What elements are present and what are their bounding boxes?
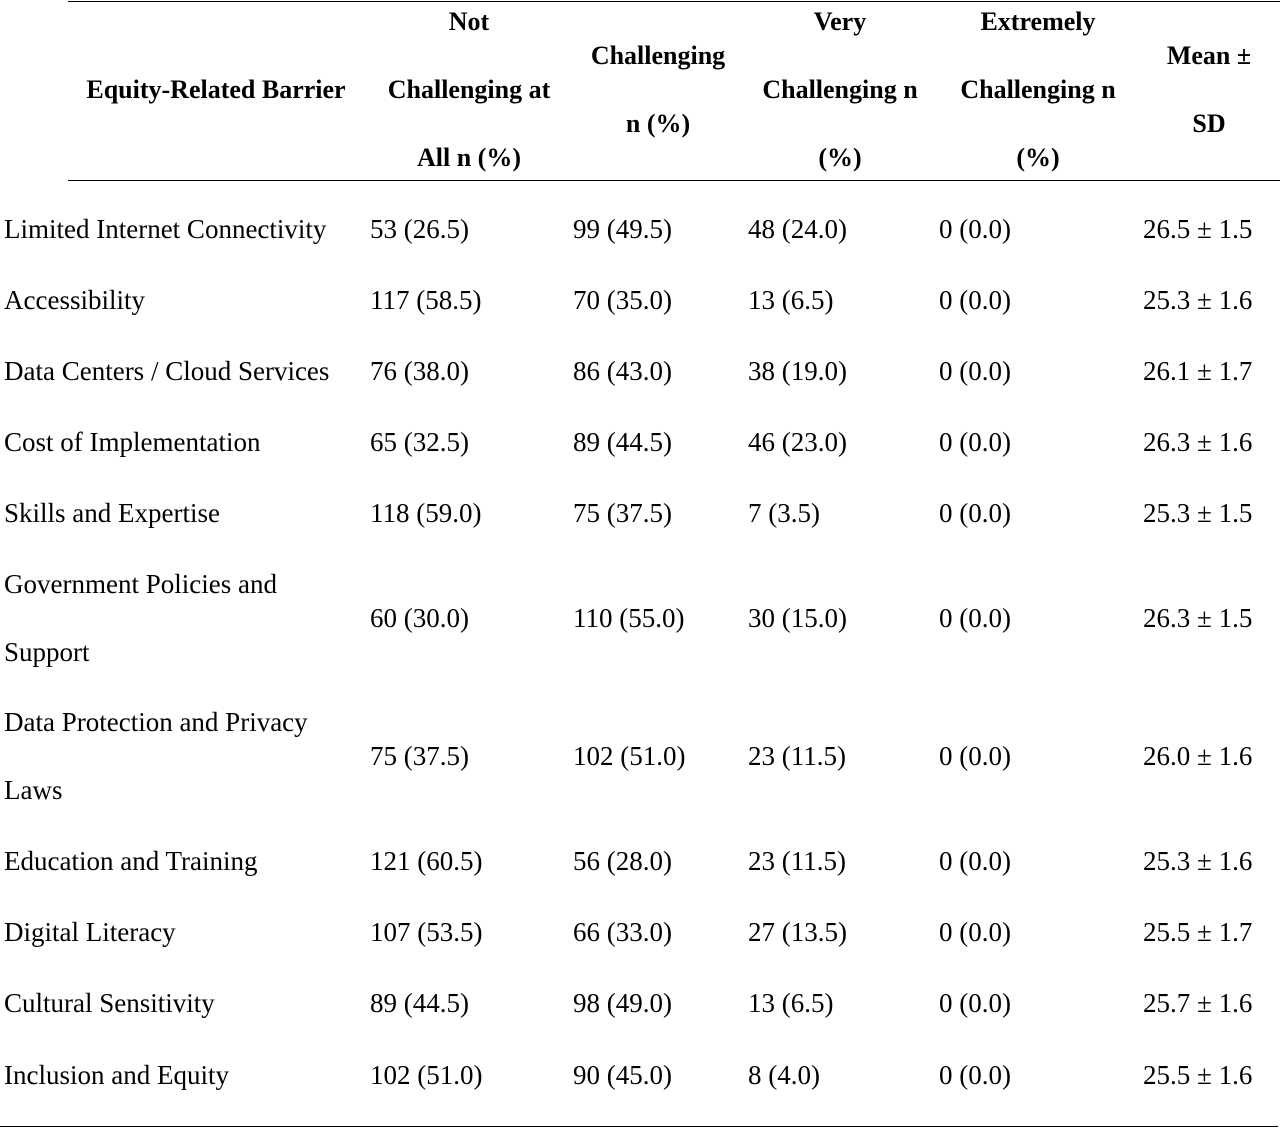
header-challenging-line: n (%) (625, 109, 691, 138)
cell-extremely: 0 (0.0) (939, 603, 1011, 633)
cell-mean: 26.1 ± 1.7 (1143, 356, 1253, 386)
cell-challenging: 90 (45.0) (573, 1060, 672, 1090)
cell-very: 30 (15.0) (748, 603, 847, 633)
header-mean-sd-line: Mean ± (1166, 41, 1252, 70)
cell-mean: 25.5 ± 1.6 (1143, 1060, 1253, 1090)
cell-not: 107 (53.5) (370, 917, 483, 947)
cell-very: 13 (6.5) (748, 285, 834, 315)
cell-mean: 25.3 ± 1.6 (1143, 846, 1253, 876)
cell-extremely: 0 (0.0) (939, 988, 1011, 1018)
cell-mean: 26.5 ± 1.5 (1143, 214, 1253, 244)
cell-not: 76 (38.0) (370, 356, 469, 386)
cell-mean: 26.3 ± 1.6 (1143, 427, 1253, 457)
header-very-challenging-line: Challenging n (762, 75, 918, 104)
header-not-challenging-line: Challenging at (387, 75, 551, 104)
cell-extremely: 0 (0.0) (939, 846, 1011, 876)
cell-mean: 25.5 ± 1.7 (1143, 917, 1253, 947)
cell-very: 38 (19.0) (748, 356, 847, 386)
cell-mean: 25.3 ± 1.5 (1143, 498, 1253, 528)
header-extremely-challenging-line: Extremely (980, 7, 1096, 36)
cell-not: 75 (37.5) (370, 741, 469, 771)
cell-extremely: 0 (0.0) (939, 356, 1011, 386)
cell-barrier: Accessibility (4, 285, 145, 315)
cell-not: 118 (59.0) (370, 498, 482, 528)
cell-very: 48 (24.0) (748, 214, 847, 244)
cell-challenging: 70 (35.0) (573, 285, 672, 315)
header-not-challenging-line: Not (448, 7, 490, 36)
cell-not: 60 (30.0) (370, 603, 469, 633)
cell-challenging: 86 (43.0) (573, 356, 672, 386)
cell-challenging: 66 (33.0) (573, 917, 672, 947)
cell-barrier: Digital Literacy (4, 917, 176, 947)
header-very-challenging-line: (%) (818, 143, 862, 172)
cell-mean: 26.0 ± 1.6 (1143, 741, 1253, 771)
header-extremely-challenging-line: Challenging n (960, 75, 1116, 104)
cell-barrier: Cultural Sensitivity (4, 988, 215, 1018)
cell-challenging: 56 (28.0) (573, 846, 672, 876)
cell-very: 13 (6.5) (748, 988, 834, 1018)
cell-not: 65 (32.5) (370, 427, 469, 457)
cell-extremely: 0 (0.0) (939, 498, 1011, 528)
cell-barrier: Education and Training (4, 846, 258, 876)
cell-mean: 25.3 ± 1.6 (1143, 285, 1253, 315)
cell-not: 89 (44.5) (370, 988, 469, 1018)
cell-very: 8 (4.0) (748, 1060, 820, 1090)
header-not-challenging-line: All n (%) (417, 143, 521, 172)
cell-barrier: Skills and Expertise (4, 498, 220, 528)
cell-mean: 25.7 ± 1.6 (1143, 988, 1253, 1018)
cell-not: 121 (60.5) (370, 846, 483, 876)
cell-barrier: Limited Internet Connectivity (4, 214, 327, 244)
cell-challenging: 110 (55.0) (573, 603, 685, 633)
cell-extremely: 0 (0.0) (939, 1060, 1011, 1090)
header-barrier-line: Equity-Related Barrier (86, 75, 346, 104)
cell-not: 53 (26.5) (370, 214, 469, 244)
cell-barrier: Data Protection and Privacy (4, 707, 308, 737)
cell-not: 102 (51.0) (370, 1060, 483, 1090)
cell-not: 117 (58.5) (370, 285, 482, 315)
cell-barrier: Government Policies and (4, 569, 277, 599)
cell-challenging: 98 (49.0) (573, 988, 672, 1018)
cell-extremely: 0 (0.0) (939, 741, 1011, 771)
header-mean-sd-line: SD (1192, 109, 1226, 138)
cell-very: 46 (23.0) (748, 427, 847, 457)
cell-very: 7 (3.5) (748, 498, 820, 528)
cell-barrier: Inclusion and Equity (4, 1060, 229, 1090)
cell-very: 23 (11.5) (748, 846, 846, 876)
cell-extremely: 0 (0.0) (939, 917, 1011, 947)
header-extremely-challenging-line: (%) (1016, 143, 1060, 172)
cell-barrier: Laws (4, 775, 63, 805)
cell-mean: 26.3 ± 1.5 (1143, 603, 1253, 633)
cell-very: 27 (13.5) (748, 917, 847, 947)
cell-extremely: 0 (0.0) (939, 214, 1011, 244)
table-top-rule (68, 1, 1280, 2)
cell-extremely: 0 (0.0) (939, 285, 1011, 315)
table-header-rule (68, 180, 1280, 181)
cell-challenging: 99 (49.5) (573, 214, 672, 244)
cell-challenging: 89 (44.5) (573, 427, 672, 457)
cell-barrier: Support (4, 637, 90, 667)
cell-extremely: 0 (0.0) (939, 427, 1011, 457)
cell-very: 23 (11.5) (748, 741, 846, 771)
cell-challenging: 75 (37.5) (573, 498, 672, 528)
header-very-challenging-line: Very (813, 7, 867, 36)
header-challenging-line: Challenging (590, 41, 726, 70)
cell-challenging: 102 (51.0) (573, 741, 686, 771)
cell-barrier: Cost of Implementation (4, 427, 261, 457)
table-bottom-rule (0, 1126, 1278, 1127)
cell-barrier: Data Centers / Cloud Services (4, 356, 330, 386)
